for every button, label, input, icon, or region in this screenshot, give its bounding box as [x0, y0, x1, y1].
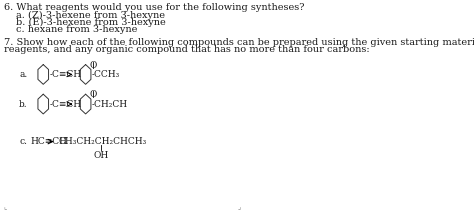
Text: reagents, and any organic compound that has no more than four carbons:: reagents, and any organic compound that … [4, 45, 370, 54]
Text: -C≡CH: -C≡CH [49, 100, 82, 108]
Text: b. (E)-3-hexene from 3-hexyne: b. (E)-3-hexene from 3-hexyne [16, 18, 165, 27]
Text: a. (Z)-3-hexene from 3-hexyne: a. (Z)-3-hexene from 3-hexyne [16, 11, 164, 20]
Text: O: O [90, 61, 97, 70]
Text: a.: a. [19, 70, 27, 79]
Text: -CCH₃: -CCH₃ [92, 70, 120, 79]
Text: 6. What reagents would you use for the following syntheses?: 6. What reagents would you use for the f… [4, 3, 304, 12]
Text: c. hexane from 3-hexyne: c. hexane from 3-hexyne [16, 25, 137, 34]
Text: c.: c. [19, 137, 27, 146]
Text: 7. Show how each of the following compounds can be prepared using the given star: 7. Show how each of the following compou… [4, 38, 474, 47]
Text: -CH₂CH: -CH₂CH [92, 100, 128, 108]
Text: OH: OH [93, 151, 109, 160]
Text: ⌞: ⌞ [3, 205, 6, 211]
Text: -C≡CH: -C≡CH [49, 70, 82, 79]
Text: ⌟: ⌟ [238, 205, 241, 211]
Text: b.: b. [19, 100, 28, 108]
Text: HC≡CH: HC≡CH [30, 137, 67, 146]
Text: O: O [90, 90, 97, 99]
Text: CH₃CH₂CH₂CHCH₃: CH₃CH₂CH₂CHCH₃ [59, 137, 147, 146]
